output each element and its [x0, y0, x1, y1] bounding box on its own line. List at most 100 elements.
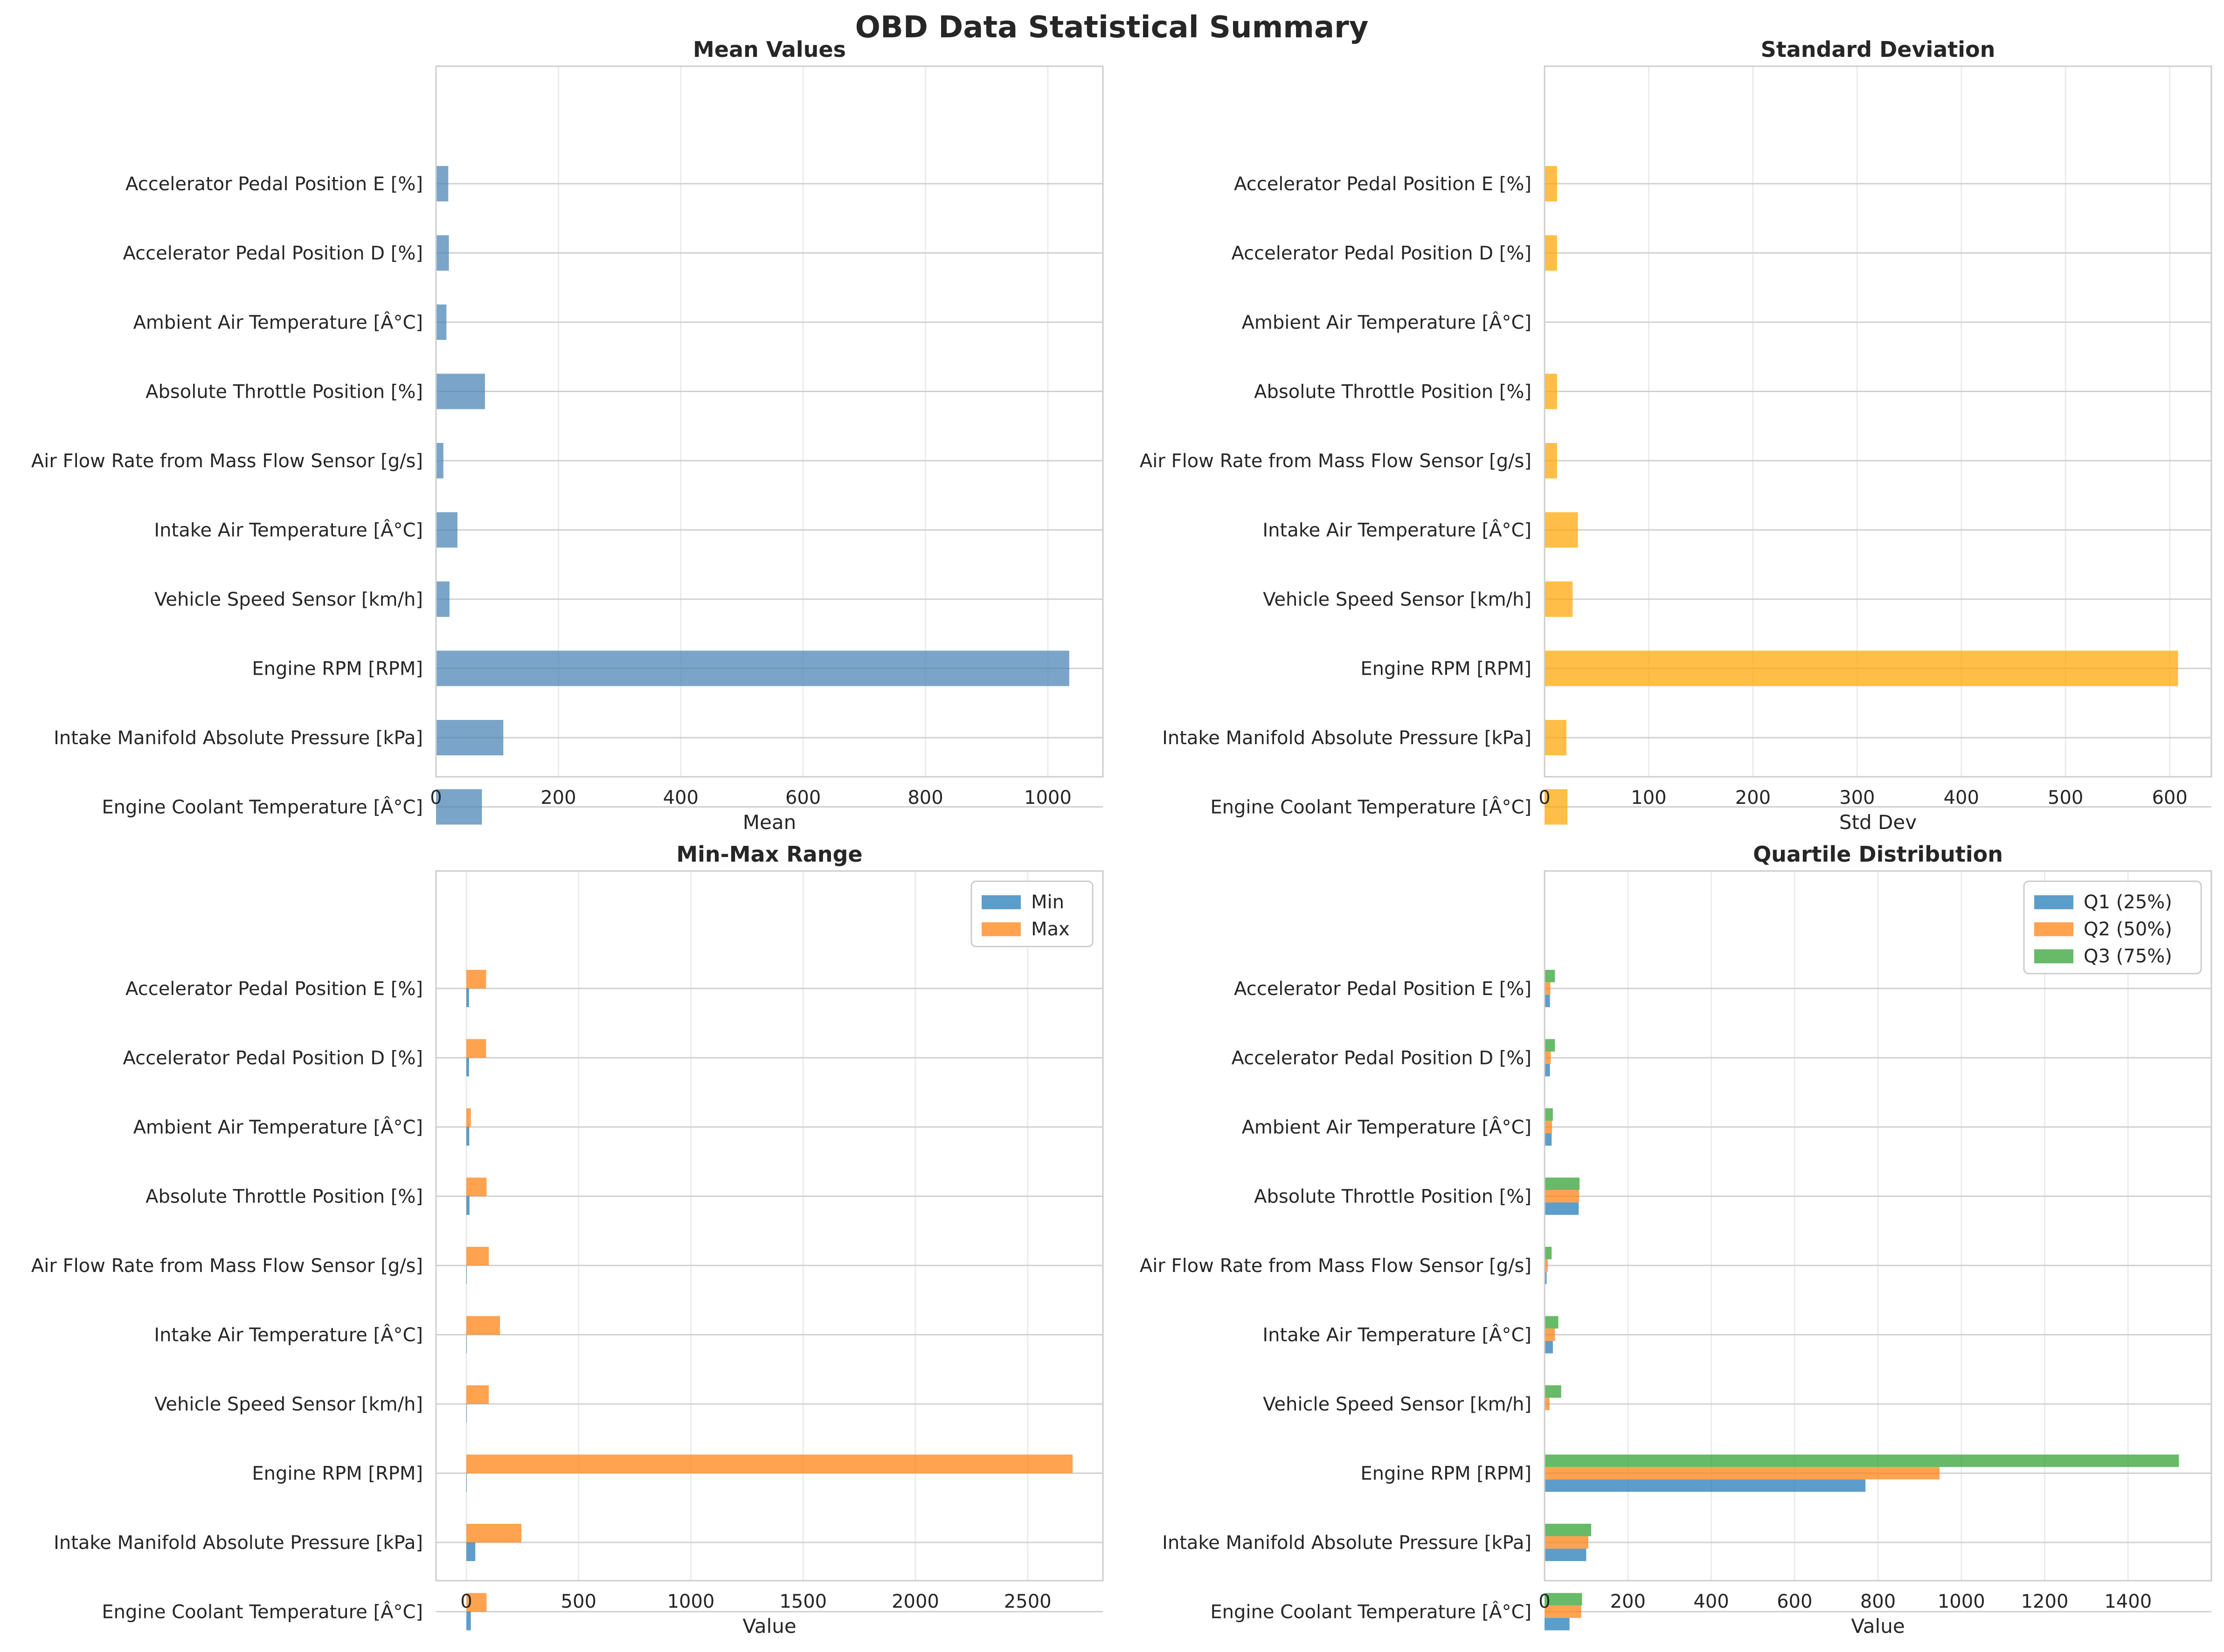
- x-tick-label: 1000: [667, 1591, 715, 1612]
- bar-quartile-q1-25-ambient-air-temperature-c: [1545, 1133, 1552, 1146]
- legend-label-q2-50: Q2 (50%): [2084, 919, 2172, 940]
- bar-quartile-q2-50-vehicle-speed-sensor-km-h: [1545, 1397, 1550, 1410]
- bar-mean-value-engine-rpm-rpm: [436, 650, 1069, 686]
- category-label: Intake Manifold Absolute Pressure [kPa]: [1162, 1532, 1531, 1554]
- x-tick-label: 600: [2152, 787, 2187, 809]
- bar-minmax-min-engine-rpm-rpm: [466, 1473, 467, 1492]
- bar-std-value-intake-air-temperature-c: [1545, 512, 1578, 548]
- category-label: Absolute Throttle Position [%]: [145, 381, 423, 403]
- x-tick-label: 800: [1860, 1591, 1896, 1612]
- category-label: Intake Manifold Absolute Pressure [kPa]: [54, 727, 423, 749]
- bar-quartile-q3-75-intake-manifold-absolute-pressure-kpa: [1545, 1524, 1592, 1536]
- bar-mean-value-vehicle-speed-sensor-km-h: [436, 581, 450, 617]
- x-tick-label: 1000: [1938, 1591, 1985, 1612]
- bar-quartile-q3-75-air-flow-rate-from-mass-flow-sensor-g-s: [1545, 1247, 1552, 1259]
- category-label: Intake Manifold Absolute Pressure [kPa]: [1162, 727, 1531, 749]
- category-label: Absolute Throttle Position [%]: [1254, 381, 1531, 403]
- legend-swatch-min: [982, 895, 1021, 909]
- category-label: Air Flow Rate from Mass Flow Sensor [g/s…: [31, 450, 423, 472]
- bar-mean-value-air-flow-rate-from-mass-flow-sensor-g-s: [436, 443, 443, 478]
- x-tick-label: 500: [2048, 787, 2083, 809]
- category-label: Accelerator Pedal Position E [%]: [125, 173, 423, 195]
- category-label: Engine Coolant Temperature [Â°C]: [1210, 796, 1531, 818]
- bar-mean-value-engine-coolant-temperature-c: [436, 789, 482, 825]
- category-label: Intake Air Temperature [Â°C]: [1262, 1324, 1531, 1346]
- category-label: Accelerator Pedal Position D [%]: [123, 1048, 423, 1069]
- x-tick-label: 0: [1538, 787, 1550, 809]
- x-tick-label: 600: [785, 787, 821, 809]
- x-tick-label: 1000: [1024, 787, 1072, 809]
- category-label: Engine Coolant Temperature [Â°C]: [102, 1601, 423, 1623]
- legend-label-q3-75: Q3 (75%): [2084, 946, 2172, 967]
- x-tick-label: 400: [1693, 1591, 1729, 1612]
- bar-minmax-max-air-flow-rate-from-mass-flow-sensor-g-s: [466, 1247, 489, 1265]
- category-label: Accelerator Pedal Position D [%]: [123, 243, 423, 264]
- bar-quartile-q3-75-accelerator-pedal-position-d: [1545, 1039, 1555, 1052]
- bar-quartile-q1-25-engine-coolant-temperature-c: [1545, 1617, 1570, 1631]
- bar-quartile-q3-75-absolute-throttle-position: [1545, 1177, 1580, 1190]
- bar-quartile-q2-50-engine-rpm-rpm: [1545, 1467, 1940, 1479]
- category-label: Ambient Air Temperature [Â°C]: [133, 311, 423, 333]
- category-label: Intake Manifold Absolute Pressure [kPa]: [54, 1532, 423, 1554]
- bar-quartile-q1-25-absolute-throttle-position: [1545, 1202, 1579, 1215]
- bar-minmax-min-accelerator-pedal-position-d: [466, 1058, 469, 1077]
- bar-std-value-accelerator-pedal-position-d: [1545, 235, 1557, 271]
- axes-frame: [1544, 870, 2212, 1582]
- legend-label-q1-25: Q1 (25%): [2084, 892, 2172, 913]
- bar-minmax-max-intake-manifold-absolute-pressure-kpa: [466, 1524, 521, 1542]
- x-tick-label: 0: [1538, 1591, 1550, 1612]
- category-label: Vehicle Speed Sensor [km/h]: [1263, 1394, 1531, 1415]
- bar-std-value-accelerator-pedal-position-e: [1545, 166, 1557, 201]
- x-tick-label: 0: [460, 1591, 472, 1612]
- x-tick-label: 2500: [1004, 1591, 1052, 1612]
- category-label: Engine RPM [RPM]: [1360, 658, 1531, 680]
- panel-title: Mean Values: [693, 37, 846, 62]
- bar-quartile-q2-50-intake-manifold-absolute-pressure-kpa: [1545, 1536, 1588, 1549]
- bar-quartile-q3-75-engine-coolant-temperature-c: [1545, 1593, 1582, 1606]
- bar-minmax-max-accelerator-pedal-position-d: [466, 1039, 486, 1058]
- bar-quartile-q1-25-accelerator-pedal-position-e: [1545, 995, 1550, 1007]
- bar-minmax-min-ambient-air-temperature-c: [466, 1127, 470, 1146]
- x-tick-label: 600: [1777, 1591, 1812, 1612]
- category-label: Air Flow Rate from Mass Flow Sensor [g/s…: [1140, 450, 1531, 472]
- legend-swatch-q2-50: [2034, 922, 2073, 936]
- bar-quartile-q2-50-absolute-throttle-position: [1545, 1190, 1580, 1203]
- x-axis-label: Mean: [743, 811, 796, 834]
- category-label: Accelerator Pedal Position E [%]: [125, 978, 423, 1000]
- x-tick-label: 100: [1631, 787, 1666, 809]
- bar-mean-value-intake-manifold-absolute-pressure-kpa: [436, 720, 504, 755]
- bar-minmax-max-engine-rpm-rpm: [466, 1454, 1073, 1473]
- bar-quartile-q1-25-air-flow-rate-from-mass-flow-sensor-g-s: [1545, 1272, 1547, 1284]
- legend-swatch-q1-25: [2034, 895, 2073, 909]
- bar-minmax-min-vehicle-speed-sensor-km-h: [466, 1404, 467, 1423]
- bar-std-value-vehicle-speed-sensor-km-h: [1545, 581, 1573, 617]
- x-tick-label: 200: [1735, 787, 1771, 809]
- axes-frame: [1544, 65, 2212, 778]
- category-label: Ambient Air Temperature [Â°C]: [133, 1116, 423, 1138]
- category-label: Absolute Throttle Position [%]: [145, 1186, 423, 1208]
- x-tick-label: 0: [430, 787, 442, 809]
- legend-label-min: Min: [1031, 892, 1064, 913]
- bar-minmax-min-engine-coolant-temperature-c: [466, 1611, 471, 1631]
- panel-title: Standard Deviation: [1761, 37, 1995, 62]
- category-label: Engine RPM [RPM]: [252, 658, 423, 680]
- x-axis-label: Value: [1851, 1615, 1905, 1638]
- bar-quartile-q3-75-vehicle-speed-sensor-km-h: [1545, 1385, 1561, 1398]
- bar-std-value-absolute-throttle-position: [1545, 373, 1557, 409]
- bar-minmax-max-vehicle-speed-sensor-km-h: [466, 1385, 489, 1404]
- category-label: Ambient Air Temperature [Â°C]: [1242, 1116, 1531, 1138]
- bar-minmax-min-intake-manifold-absolute-pressure-kpa: [466, 1542, 476, 1561]
- bar-mean-value-absolute-throttle-position: [436, 373, 485, 409]
- category-label: Intake Air Temperature [Â°C]: [154, 519, 423, 541]
- category-label: Intake Air Temperature [Â°C]: [1262, 519, 1531, 541]
- bar-minmax-max-intake-air-temperature-c: [466, 1316, 500, 1335]
- axes-frame: [435, 870, 1104, 1582]
- x-tick-label: 1200: [2021, 1591, 2069, 1612]
- x-tick-label: 200: [1610, 1591, 1646, 1612]
- bar-minmax-max-ambient-air-temperature-c: [466, 1108, 471, 1127]
- x-tick-label: 200: [540, 787, 576, 809]
- bar-std-value-intake-manifold-absolute-pressure-kpa: [1545, 720, 1566, 755]
- bar-minmax-min-air-flow-rate-from-mass-flow-sensor-g-s: [466, 1265, 467, 1284]
- category-label: Intake Air Temperature [Â°C]: [154, 1324, 423, 1346]
